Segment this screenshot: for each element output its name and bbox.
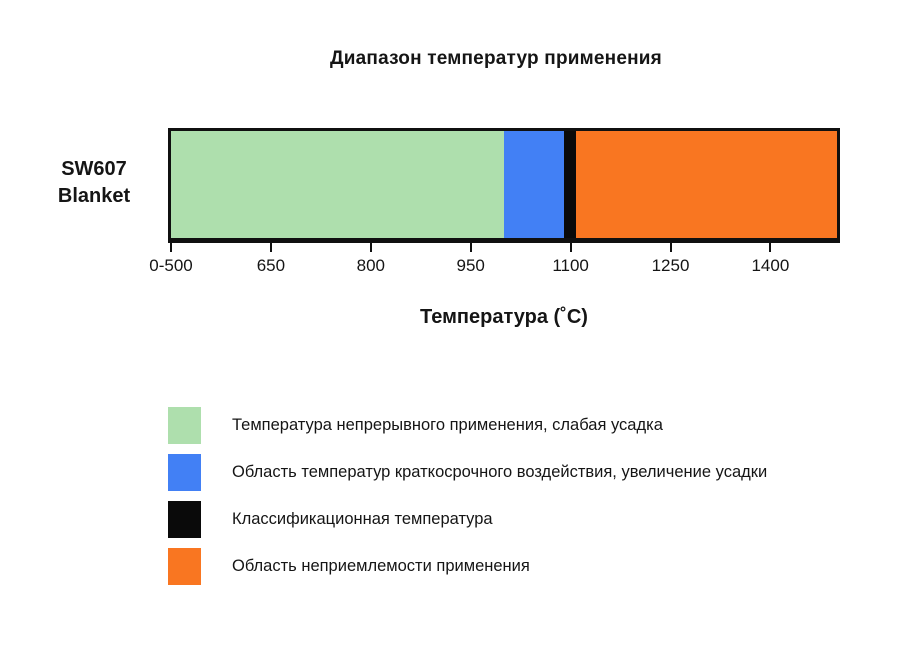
legend-label: Классификационная температура [232,510,493,528]
axis-tick-label: 950 [456,256,485,275]
axis-tick [569,243,572,252]
legend-item-short-term-exposure: Область температур краткосрочного воздей… [168,454,767,491]
axis-tick-label: 650 [256,256,286,275]
axis-tick [769,243,772,252]
legend-swatch-short-term-exposure [168,454,201,491]
bar-segment-unacceptable-use [575,131,837,238]
bar-segment-classification-temperature [563,131,576,238]
axis-tick-label: 1100 [552,256,589,275]
legend-label: Область температур краткосрочного воздей… [232,463,768,481]
axis-tick [669,243,672,252]
axis-tick [269,243,272,252]
bar-segment-continuous-use [171,131,504,238]
chart-legend: Температура непрерывного применения, сла… [168,407,767,585]
bar-segment-short-term-exposure [504,131,564,238]
legend-item-classification-temperature: Классификационная температура [168,501,767,538]
legend-swatch-classification-temperature [168,501,201,538]
chart-title: Диапазон температур применения [330,48,662,69]
x-axis-tick-labels: 0-500 650 800 950 1100 1250 1400 [149,256,837,280]
axis-tick-label: 1250 [651,256,690,275]
legend-item-continuous-use: Температура непрерывного применения, сла… [168,407,767,444]
x-axis-ticks [170,243,837,253]
axis-tick-label: 0-500 [149,256,193,275]
axis-tick-label: 800 [356,256,385,275]
axis-tick-label: 1400 [751,256,790,275]
axis-tick [469,243,472,252]
legend-label: Область неприемлемости применения [232,557,530,575]
legend-item-unacceptable-use: Область неприемлемости применения [168,548,767,585]
temperature-range-bar [168,128,840,243]
axis-tick [170,243,172,252]
legend-swatch-continuous-use [168,407,201,444]
legend-swatch-unacceptable-use [168,548,201,585]
bar-row-label: SW607 Blanket [57,158,131,207]
x-axis-title: Температура (˚C) [420,306,588,328]
axis-tick [369,243,372,252]
legend-label: Температура непрерывного применения, сла… [232,416,663,434]
